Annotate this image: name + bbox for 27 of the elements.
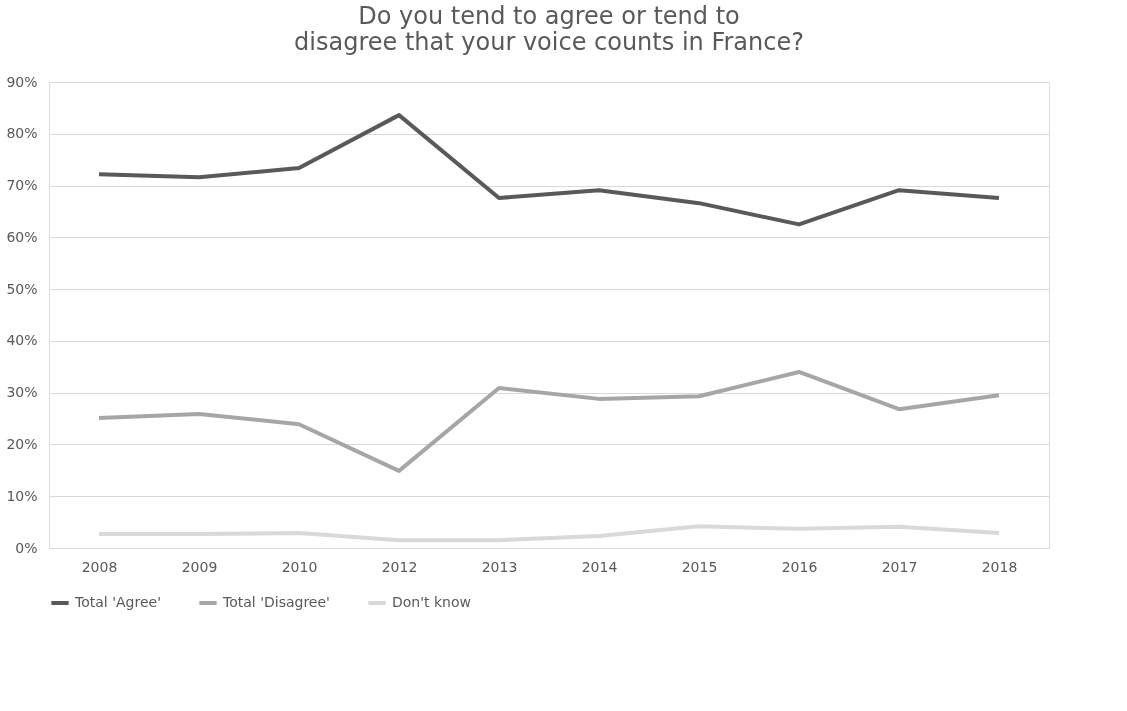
y-tick-label: 30% [6,384,38,401]
y-tick-label: 20% [6,435,38,452]
x-tick-label: 2013 [481,558,518,575]
y-tick-label: 50% [6,280,38,297]
legend-label: Don't know [392,594,472,610]
legend-label: Total 'Disagree' [222,594,330,610]
y-tick-label: 10% [6,487,38,504]
y-tick-label: 80% [6,125,38,142]
x-tick-label: 2010 [281,558,318,575]
x-tick-label: 2014 [581,558,618,575]
x-tick-label: 2017 [881,558,918,575]
x-tick-label: 2016 [781,558,818,575]
x-tick-label: 2015 [681,558,718,575]
y-tick-label: 90% [6,73,38,90]
chart-title: Do you tend to agree or tend to disagree that your voice counts in France? [294,2,804,56]
legend-label: Total 'Agree' [74,594,161,610]
x-tick-label: 2009 [181,558,218,575]
x-tick-label: 2018 [981,558,1018,575]
y-tick-label: 0% [15,539,38,556]
y-tick-label: 70% [6,177,38,194]
y-tick-label: 60% [6,228,38,245]
x-tick-label: 2012 [381,558,418,575]
line-series [97,369,1001,473]
x-tick-label: 2008 [81,558,118,575]
line-series [97,524,1001,543]
y-tick-label: 40% [6,332,38,349]
line-series [97,113,1001,227]
